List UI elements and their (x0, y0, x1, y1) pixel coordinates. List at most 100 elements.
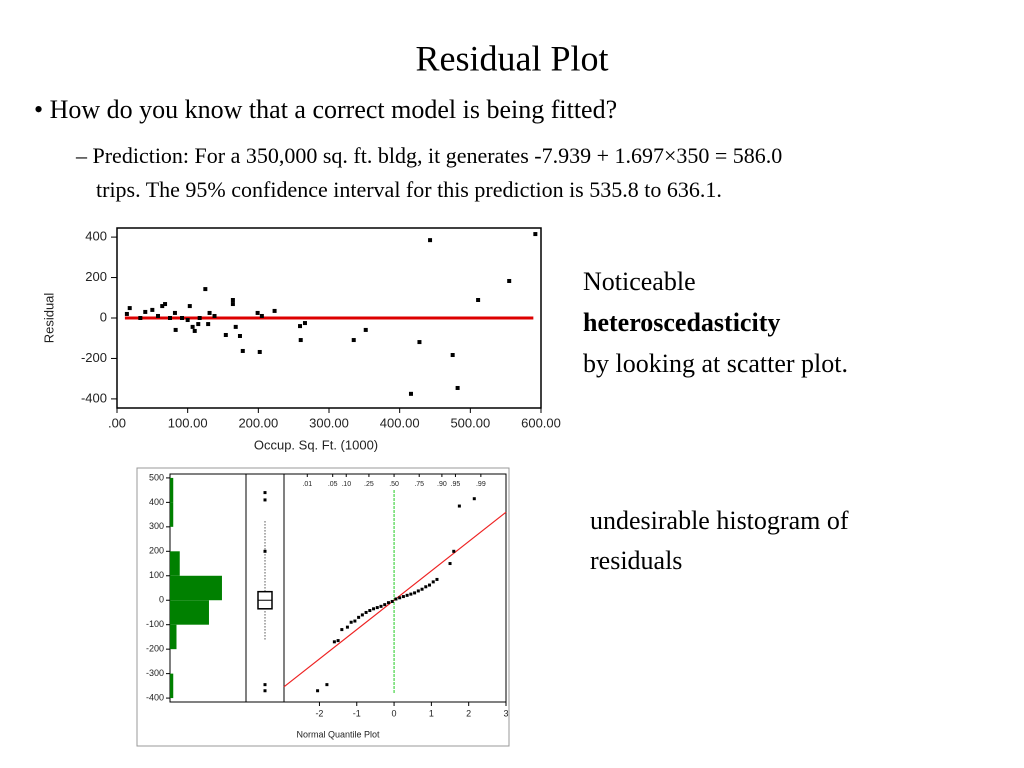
y-tick-label: 200 (85, 269, 107, 284)
top-tick-label: .90 (437, 481, 447, 488)
histogram-bar (170, 551, 180, 576)
x-tick-label: -2 (315, 708, 323, 718)
point (180, 316, 185, 320)
qq-point (416, 589, 420, 593)
point (197, 316, 202, 320)
point (272, 308, 277, 313)
point (163, 302, 168, 307)
bullet: • How do you know that a correct model i… (34, 95, 617, 124)
y-tick-label: 400 (85, 229, 107, 244)
qq-point (431, 580, 435, 584)
qq-point (386, 601, 390, 605)
top-tick-label: .01 (302, 481, 312, 488)
qq-point (336, 639, 340, 643)
point (160, 304, 165, 309)
qq-point (413, 591, 417, 595)
outlier (263, 491, 267, 495)
qq-point (457, 504, 461, 508)
y-axis-label: Residual (41, 293, 56, 344)
x-tick-label: 100.00 (168, 415, 208, 430)
qq-point (368, 609, 372, 613)
point (185, 318, 190, 323)
histogram-bar (170, 600, 209, 625)
y-tick-label: -200 (146, 644, 164, 654)
point (138, 316, 143, 320)
note: undesirable histogram of (590, 506, 849, 535)
qq-point (452, 549, 456, 553)
qq-point (364, 610, 368, 614)
qq-point (420, 587, 424, 591)
note-emphasis: heteroscedasticity (583, 308, 780, 337)
qq-point (394, 597, 398, 601)
outlier (263, 549, 267, 553)
point (408, 391, 413, 396)
point (168, 316, 172, 320)
slide-title: Residual Plot (415, 38, 608, 78)
point (302, 321, 307, 326)
point (127, 306, 132, 311)
outlier (263, 498, 267, 502)
qq-point (398, 596, 402, 600)
point (187, 304, 192, 309)
point (173, 327, 178, 332)
point (351, 338, 356, 343)
top-tick-label: .95 (451, 481, 461, 488)
point (255, 310, 260, 315)
sub-bullet: trips. The 95% confidence interval for t… (96, 177, 722, 202)
point (257, 349, 262, 354)
point (363, 327, 368, 332)
y-tick-label: -200 (81, 350, 107, 365)
qq-point (316, 689, 320, 693)
x-tick-label: 2 (466, 708, 471, 718)
y-tick-label: -400 (81, 390, 107, 405)
y-tick-label: 400 (149, 497, 164, 507)
qq-point (349, 620, 353, 624)
top-tick-label: .10 (341, 481, 351, 488)
qq-point (375, 606, 379, 610)
x-tick-label: 600.00 (521, 415, 561, 430)
point (192, 328, 197, 333)
x-tick-label: 3 (503, 708, 508, 718)
y-tick-label: -400 (146, 692, 164, 702)
point (455, 385, 460, 390)
point (223, 332, 228, 337)
note: Noticeable (583, 267, 696, 296)
x-tick-label: 400.00 (380, 415, 420, 430)
qq-point (360, 613, 364, 617)
point (230, 302, 235, 307)
point (230, 298, 235, 302)
x-axis-label: Occup. Sq. Ft. (1000) (254, 437, 378, 452)
top-tick-label: .99 (476, 481, 486, 488)
qq-point (390, 599, 394, 603)
histogram-bar (170, 575, 222, 601)
top-tick-label: .05 (328, 481, 338, 488)
point (196, 322, 201, 327)
y-tick-label: 500 (149, 472, 164, 482)
x-tick-label: 200.00 (238, 415, 278, 430)
point (206, 322, 211, 327)
y-tick-label: 100 (149, 570, 164, 580)
point (533, 232, 538, 237)
note: residuals (590, 546, 682, 575)
top-tick-label: .25 (364, 481, 374, 488)
point (172, 310, 177, 315)
point (237, 334, 242, 338)
x-tick-label: 500.00 (450, 415, 490, 430)
top-tick-label: .50 (389, 481, 399, 488)
qq-point (405, 593, 409, 597)
point (143, 309, 148, 314)
outlier (263, 689, 267, 693)
x-tick-label: .00 (108, 415, 126, 430)
outlier (263, 683, 267, 687)
histogram-bar (170, 624, 177, 650)
x-tick-label: -1 (353, 708, 361, 718)
qq-point (401, 595, 405, 599)
qq-point (409, 592, 413, 596)
point (124, 311, 129, 316)
jmp-frame (136, 467, 510, 747)
qq-point (379, 604, 383, 608)
y-tick-label: 0 (100, 309, 107, 324)
x-tick-label: 1 (429, 708, 434, 718)
note: by looking at scatter plot. (583, 349, 848, 378)
